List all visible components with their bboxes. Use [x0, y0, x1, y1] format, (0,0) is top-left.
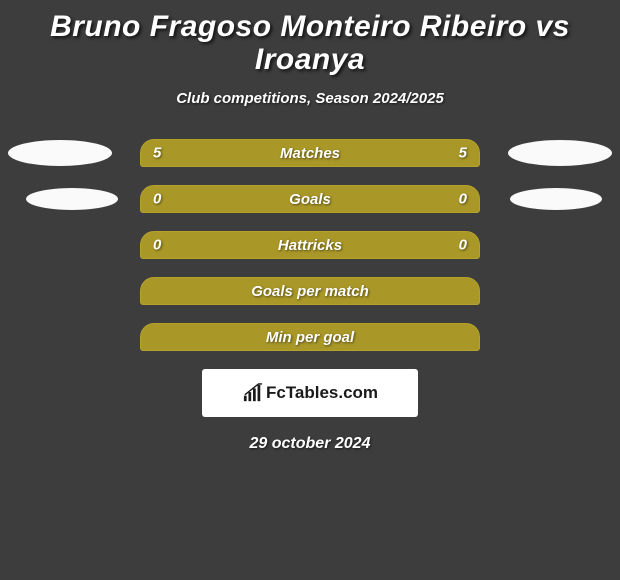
stat-left-value: 0 — [153, 237, 161, 254]
subtitle: Club competitions, Season 2024/2025 — [0, 90, 620, 107]
stat-right-value: 0 — [459, 191, 467, 208]
stat-label: Hattricks — [278, 237, 342, 254]
player-left-marker — [26, 188, 118, 210]
player-left-marker — [8, 140, 112, 166]
stat-row: 0 Goals 0 — [0, 185, 620, 213]
stat-row: Goals per match — [0, 277, 620, 305]
stat-left-value: 5 — [153, 145, 161, 162]
stat-right-value: 0 — [459, 237, 467, 254]
stat-bar: 5 Matches 5 — [140, 139, 480, 167]
date-label: 29 october 2024 — [0, 435, 620, 453]
stat-label: Goals — [289, 191, 331, 208]
stat-label: Goals per match — [251, 283, 369, 300]
stat-label: Matches — [280, 145, 340, 162]
stat-row: 5 Matches 5 — [0, 139, 620, 167]
player-right-marker — [508, 140, 612, 166]
page-title: Bruno Fragoso Monteiro Ribeiro vs Iroany… — [0, 4, 620, 90]
stat-row: 0 Hattricks 0 — [0, 231, 620, 259]
logo-box[interactable]: FcTables.com — [202, 369, 418, 417]
bar-chart-icon — [242, 383, 264, 403]
stat-right-value: 5 — [459, 145, 467, 162]
comparison-card: Bruno Fragoso Monteiro Ribeiro vs Iroany… — [0, 0, 620, 453]
stat-label: Min per goal — [266, 329, 354, 346]
stats-list: 5 Matches 5 0 Goals 0 0 Hattricks 0 Goals per mat… — [0, 139, 620, 351]
stat-row: Min per goal — [0, 323, 620, 351]
logo: FcTables.com — [242, 383, 378, 403]
logo-text: FcTables.com — [266, 383, 378, 403]
stat-bar: 0 Hattricks 0 — [140, 231, 480, 259]
player-right-marker — [510, 188, 602, 210]
stat-left-value: 0 — [153, 191, 161, 208]
stat-bar: Min per goal — [140, 323, 480, 351]
stat-bar: 0 Goals 0 — [140, 185, 480, 213]
stat-bar: Goals per match — [140, 277, 480, 305]
